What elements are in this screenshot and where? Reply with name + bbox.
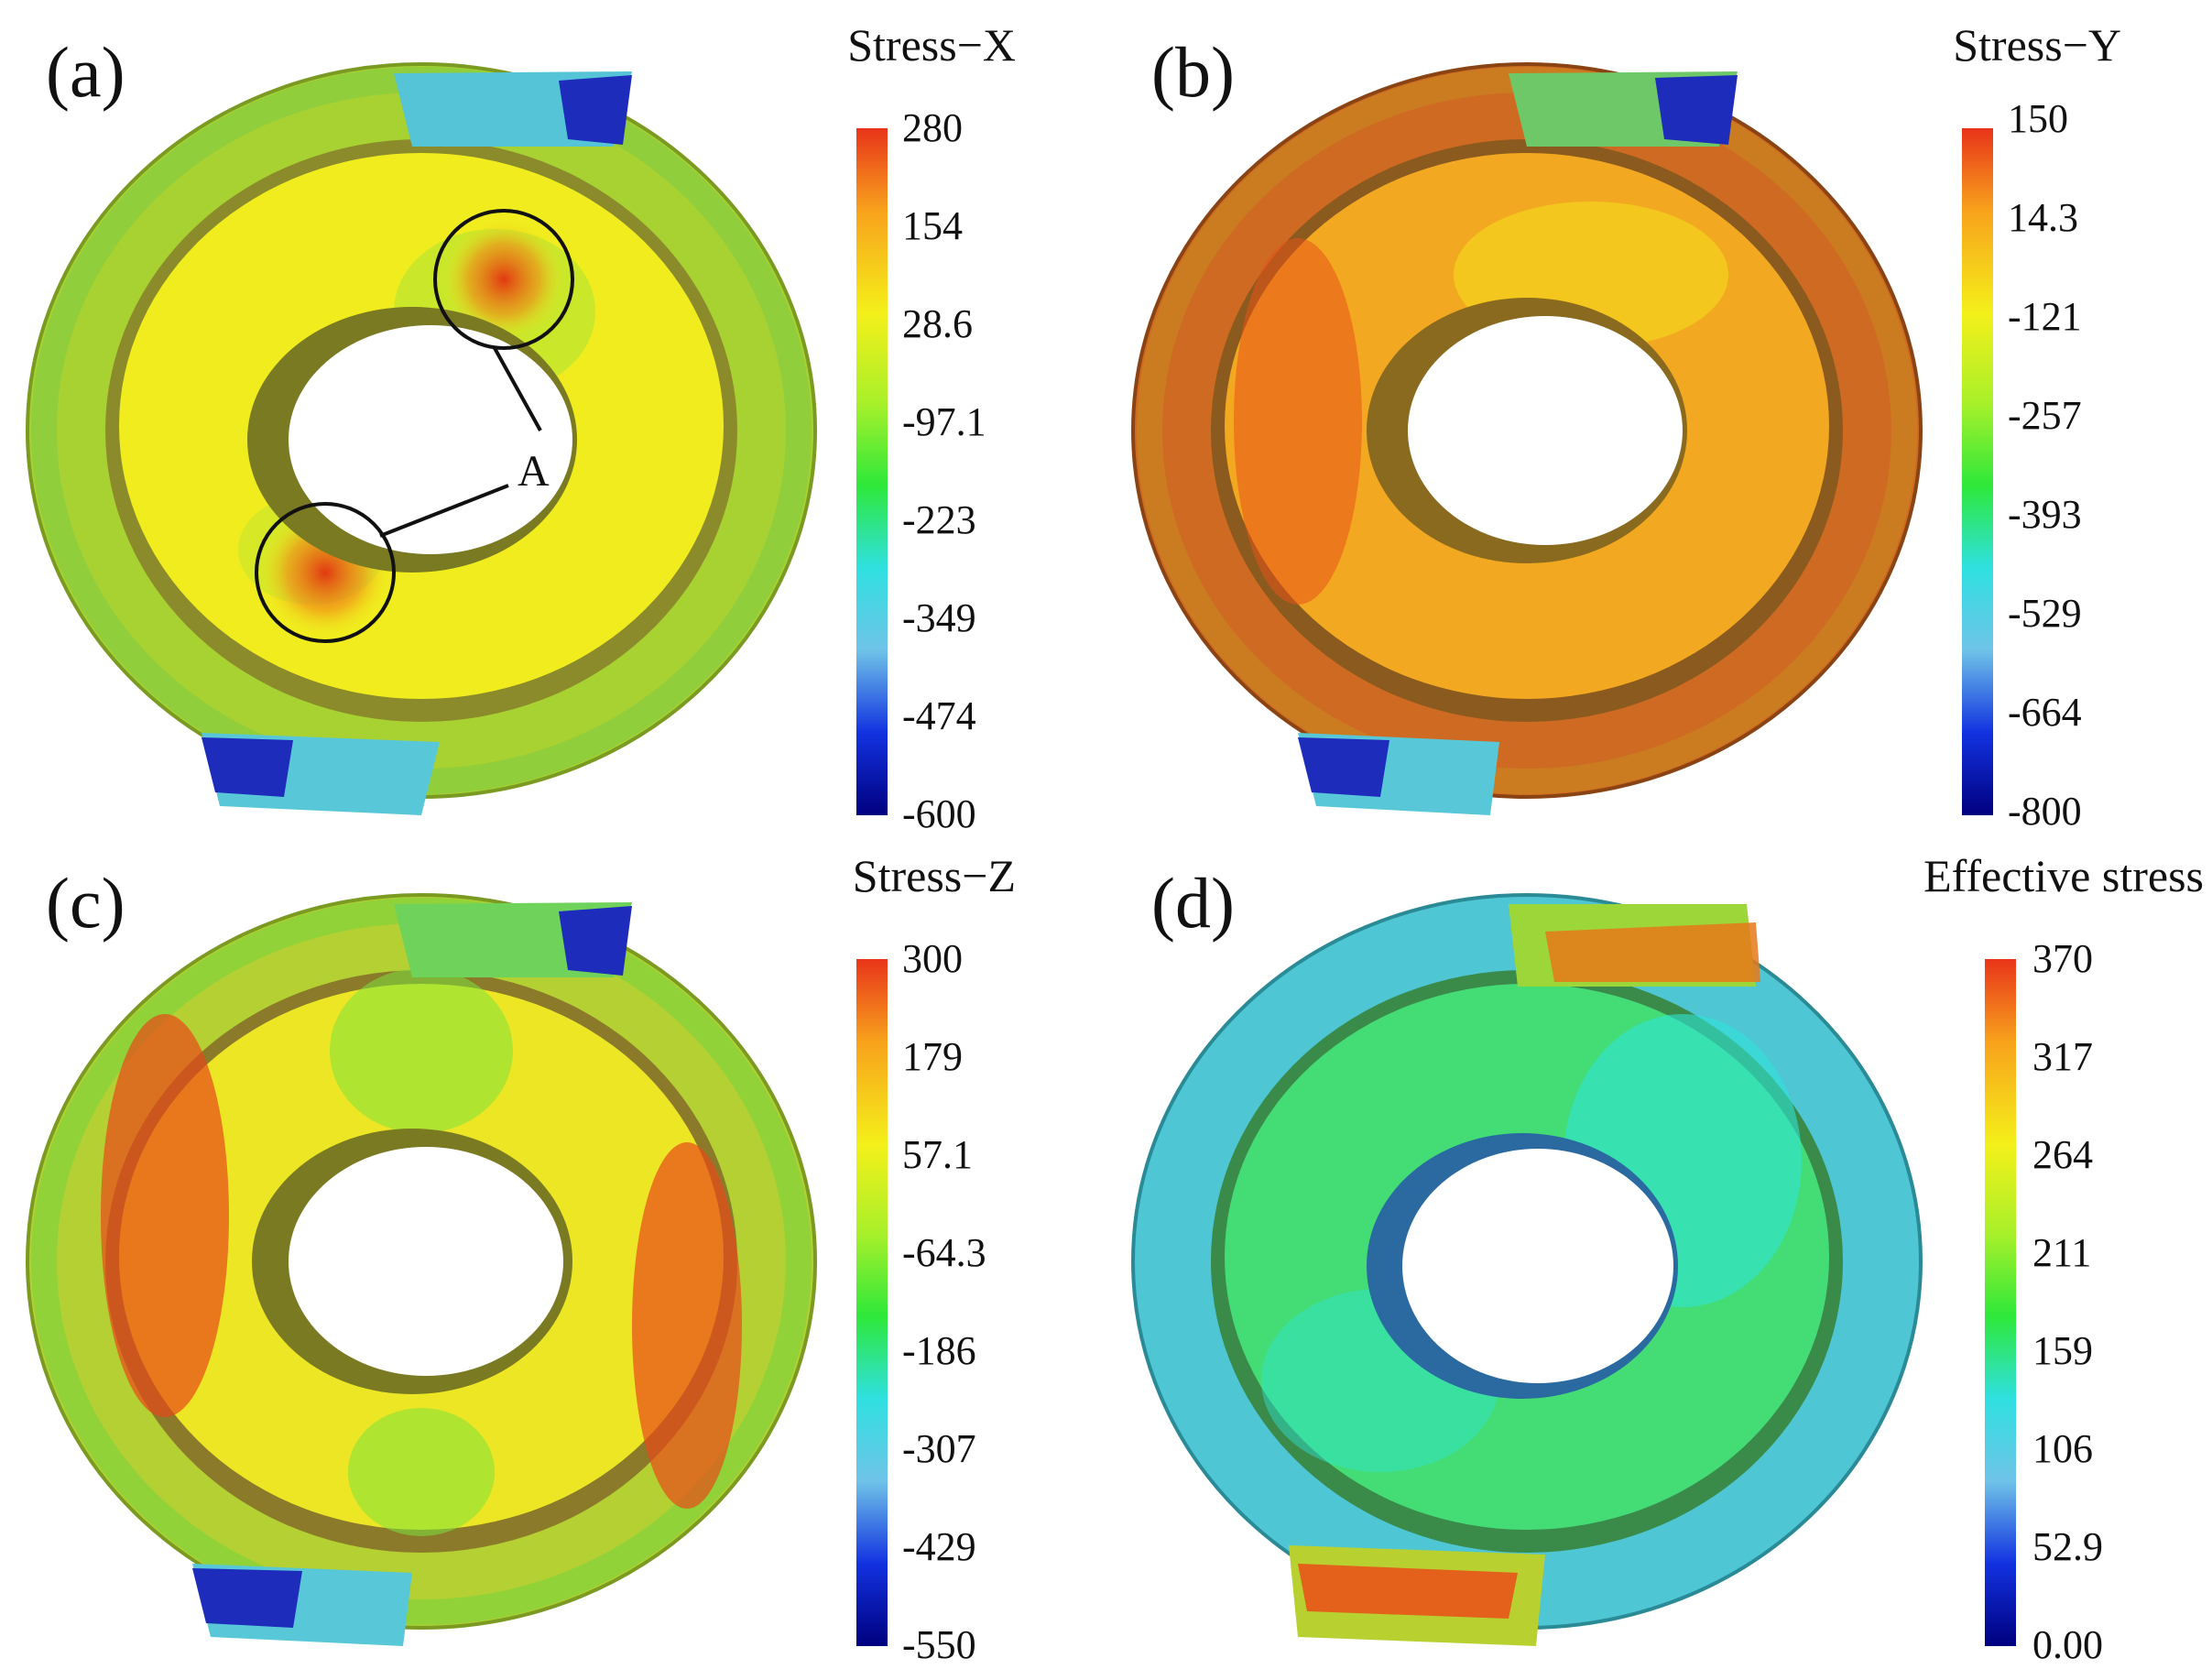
hot-band-left [101,1014,229,1417]
colorbar-tick: -800 [2008,789,2082,834]
colorbar-title: Effective stress [1923,850,2204,901]
colorbar-tick: -257 [2008,393,2082,438]
colorbar-tick: 264 [2032,1132,2093,1177]
colorbar-tick: -349 [902,595,976,640]
colorbar-tick: 280 [902,105,963,150]
colorbar-ticks: 280 154 28.6 -97.1 -223 -349 -474 -600 [902,105,1085,838]
colorbar-tick: 211 [2032,1230,2092,1275]
colorbar-title: Stress−Y [1953,19,2121,71]
highlight-circle-upper [433,209,574,350]
panel-b: (b) Stress−Y 150 14.3 -121 -257 -393 -52… [1106,0,2211,834]
colorbar-tick: -429 [902,1524,976,1569]
hot-band-right [632,1142,742,1509]
colorbar-tick: 154 [902,203,963,248]
leader-line-lower [379,484,509,538]
annotation-a: A [518,447,550,496]
panel-c: (c) Stress−Z 300 179 57.1 -64.3 -186 -30… [0,831,1106,1667]
colorbar-ticks: 300 179 57.1 -64.3 -186 -307 -429 -550 [902,936,1085,1669]
colorbar-tick: -474 [902,693,976,738]
panel-label: (a) [46,32,125,112]
panel-label: (d) [1151,863,1235,943]
colorbar [1985,959,2016,1646]
colorbar [1962,128,1993,815]
colorbar-tick: 370 [2032,936,2093,981]
colorbar-ticks: 370 317 264 211 159 106 52.9 0.00 [2032,936,2212,1669]
colorbar-tick: 57.1 [902,1132,973,1177]
colorbar-title: Stress−X [847,19,1016,71]
colorbar-tick: -64.3 [902,1230,986,1275]
colorbar-tick: 317 [2032,1034,2093,1079]
colorbar-tick: 150 [2008,96,2068,141]
hot-spot-upper [444,220,563,339]
ring-part-render [1131,62,1923,815]
ring-part-render [1131,893,1923,1646]
colorbar-tick: -600 [902,791,976,836]
colorbar-tick: 14.3 [2008,195,2078,240]
panel-a: A (a) Stress−X 280 154 28.6 -97.1 -223 -… [0,0,1106,836]
colorbar-tick: -664 [2008,690,2082,735]
colorbar-tick: 52.9 [2032,1524,2103,1569]
colorbar-tick: 106 [2032,1426,2093,1471]
colorbar [856,128,888,815]
leader-line-upper [493,347,542,431]
colorbar-tick: 179 [902,1034,963,1079]
center-hole [289,1147,563,1376]
colorbar-tick: -223 [902,497,976,542]
center-hole [289,325,572,554]
colorbar-tick: -393 [2008,492,2082,537]
panel-label: (b) [1151,32,1235,112]
colorbar-title: Stress−Z [852,850,1016,901]
ring-part-render: A [26,62,817,815]
colorbar-ticks: 150 14.3 -121 -257 -393 -529 -664 -800 [2008,96,2191,838]
colorbar-tick: -97.1 [902,399,986,444]
colorbar-tick: 0.00 [2032,1622,2103,1667]
center-hole [1408,316,1683,545]
colorbar [856,959,888,1646]
colorbar-tick: -529 [2008,591,2082,636]
panel-label: (c) [46,863,125,943]
colorbar-tick: -307 [902,1426,976,1471]
colorbar-tick: -186 [902,1328,976,1373]
highlight-circle-lower [255,502,396,643]
panel-d: (d) Effective stress 370 317 264 211 159… [1106,831,2211,1667]
center-hole [1402,1149,1673,1383]
colorbar-tick: 159 [2032,1328,2093,1373]
colorbar-tick: 300 [902,936,963,981]
colorbar-tick: -550 [902,1622,976,1667]
colorbar-tick: -121 [2008,294,2082,339]
colorbar-tick: 28.6 [902,301,973,346]
ring-part-render [26,893,817,1646]
